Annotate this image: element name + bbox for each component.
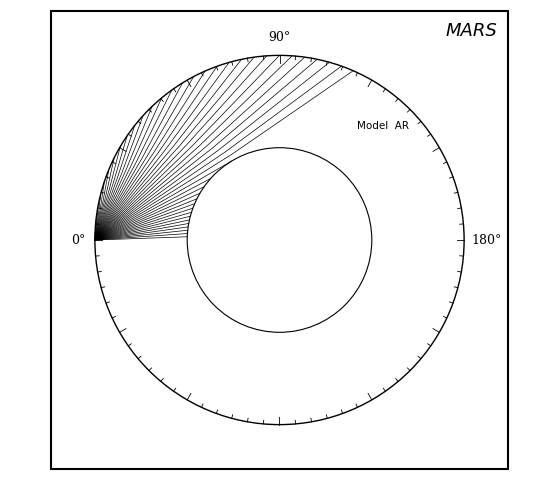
Text: 180°: 180° bbox=[471, 233, 502, 247]
Text: 0°: 0° bbox=[72, 233, 86, 247]
Text: MARS: MARS bbox=[446, 22, 498, 40]
Text: 90°: 90° bbox=[268, 31, 291, 44]
Text: Model  AR: Model AR bbox=[357, 120, 409, 131]
